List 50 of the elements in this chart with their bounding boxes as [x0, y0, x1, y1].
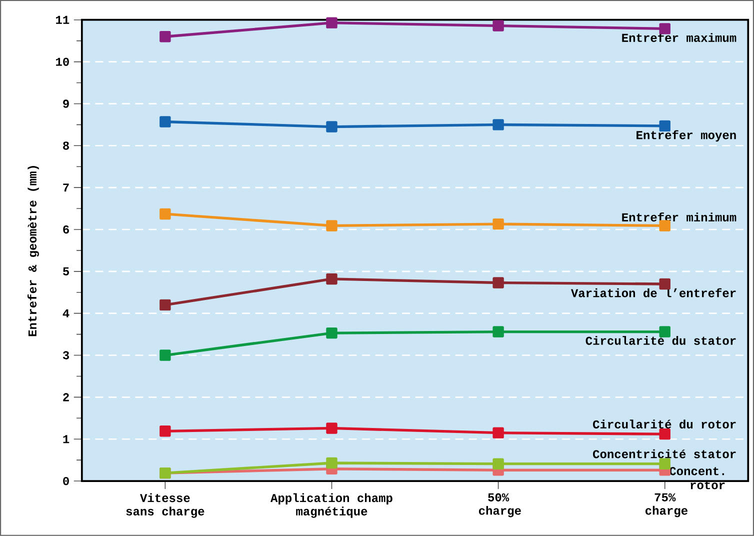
- point: [659, 428, 670, 440]
- series-label: Concent. rotor: [670, 467, 725, 490]
- y-tick-label: 2: [63, 393, 69, 402]
- y-tick-label: 9: [63, 100, 69, 108]
- point: [160, 299, 171, 311]
- x-tick-label: 75% charge: [646, 493, 688, 518]
- series-label: Circularité du stator: [586, 336, 736, 345]
- y-tick-label: 0: [63, 476, 69, 486]
- series-label: Concentricité stator: [593, 449, 736, 458]
- y-tick-label: 10: [56, 58, 69, 66]
- point: [160, 350, 171, 361]
- series-label: Entrefer moyen: [636, 130, 736, 142]
- point: [160, 426, 171, 437]
- series-label: Entrefer maximum: [622, 32, 736, 42]
- y-tick-label: 3: [62, 351, 70, 360]
- point: [326, 220, 338, 232]
- y-tick-label: 7: [63, 184, 69, 192]
- point: [326, 17, 338, 28]
- point: [659, 458, 670, 470]
- y-tick-label: 1: [63, 435, 70, 444]
- point: [492, 427, 504, 438]
- x-tick-label: 50% charge: [478, 493, 521, 518]
- x-tick-label: Vitesse sans charge: [126, 493, 204, 518]
- point: [492, 277, 504, 288]
- point: [326, 457, 338, 469]
- series-label: Entrefer minimum: [622, 212, 736, 222]
- y-axis-title: Entrefer & geomètre (mm): [28, 166, 39, 336]
- point: [160, 208, 171, 220]
- point: [326, 273, 338, 285]
- point: [659, 278, 670, 290]
- y-tick-label: 6: [63, 225, 69, 234]
- point: [160, 116, 171, 128]
- y-tick-label: 4: [62, 309, 70, 318]
- point: [492, 458, 504, 470]
- point: [659, 326, 670, 338]
- point: [326, 327, 338, 339]
- point: [492, 326, 504, 338]
- point: [160, 31, 171, 42]
- point: [492, 119, 504, 130]
- point: [492, 20, 504, 32]
- point: [659, 23, 670, 34]
- x-tick-label: Application champ magnétique: [270, 493, 392, 518]
- point: [492, 218, 504, 230]
- series-label: Circularité du rotor: [593, 420, 736, 429]
- y-tick-label: 8: [63, 142, 69, 150]
- y-tick-label: 11: [56, 16, 70, 24]
- point: [326, 121, 338, 132]
- point: [326, 422, 338, 434]
- y-tick-label: 5: [63, 267, 70, 276]
- series-label: Variation de l’entrefer: [570, 288, 736, 298]
